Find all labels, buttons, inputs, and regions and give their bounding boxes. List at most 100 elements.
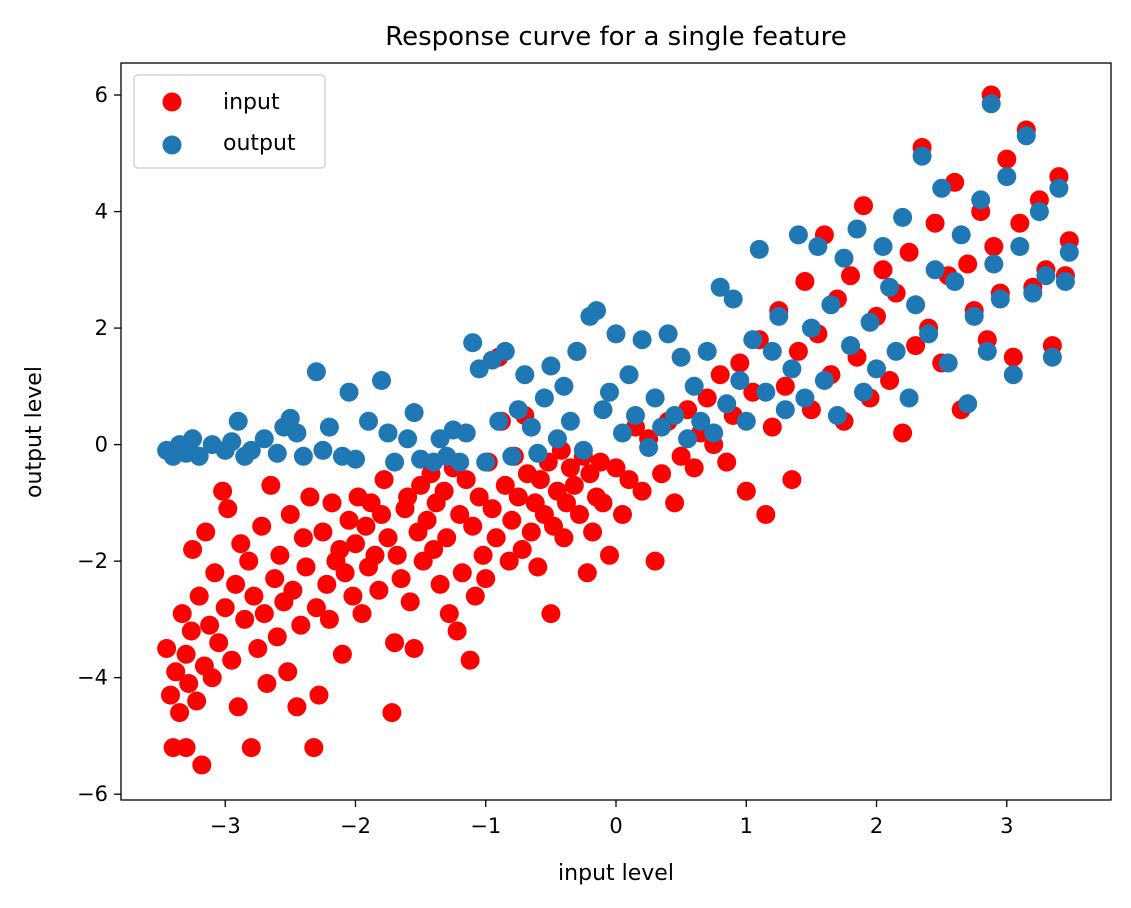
output-point-25 bbox=[372, 371, 391, 390]
input-point-35 bbox=[261, 475, 281, 495]
input-point-92 bbox=[447, 621, 467, 641]
input-point-74 bbox=[387, 545, 407, 565]
output-point-65 bbox=[645, 388, 665, 408]
output-point-128 bbox=[1049, 178, 1069, 198]
input-point-50 bbox=[309, 685, 329, 705]
input-point-11 bbox=[187, 691, 207, 711]
output-point-28 bbox=[398, 429, 418, 449]
x-axis-label: input level bbox=[558, 861, 674, 886]
output-point-39 bbox=[476, 452, 496, 472]
output-point-36 bbox=[456, 423, 476, 443]
output-point-64 bbox=[639, 438, 659, 457]
input-point-96 bbox=[460, 650, 480, 670]
input-point-134 bbox=[583, 522, 603, 542]
output-point-5 bbox=[189, 446, 209, 466]
input-point-115 bbox=[521, 522, 541, 542]
output-point-106 bbox=[912, 146, 932, 166]
input-point-8 bbox=[179, 674, 199, 693]
input-point-24 bbox=[226, 574, 246, 594]
input-point-130 bbox=[570, 505, 589, 524]
input-point-158 bbox=[730, 353, 750, 373]
input-point-38 bbox=[270, 545, 290, 565]
input-point-108 bbox=[499, 551, 519, 571]
input-point-202 bbox=[1010, 213, 1030, 233]
input-point-42 bbox=[283, 580, 303, 600]
input-point-46 bbox=[296, 557, 316, 577]
legend: input output bbox=[133, 74, 326, 169]
legend-marker-output bbox=[162, 135, 182, 155]
output-point-37 bbox=[463, 333, 483, 353]
y-tick-label: 4 bbox=[95, 200, 108, 224]
output-point-109 bbox=[932, 178, 952, 198]
output-point-105 bbox=[906, 295, 926, 315]
output-point-42 bbox=[495, 341, 515, 361]
output-point-110 bbox=[938, 353, 958, 373]
input-point-168 bbox=[795, 272, 815, 291]
x-tick-label: 3 bbox=[1000, 814, 1013, 838]
input-point-89 bbox=[437, 528, 457, 548]
input-point-93 bbox=[450, 505, 470, 524]
input-point-98 bbox=[465, 586, 485, 606]
input-point-41 bbox=[280, 505, 300, 524]
output-point-74 bbox=[704, 423, 724, 443]
output-point-54 bbox=[573, 440, 593, 460]
output-point-113 bbox=[958, 394, 978, 414]
output-point-51 bbox=[554, 376, 574, 396]
input-point-148 bbox=[665, 493, 685, 513]
input-point-43 bbox=[287, 697, 307, 717]
output-point-117 bbox=[981, 94, 1001, 114]
output-point-41 bbox=[489, 411, 509, 431]
output-point-56 bbox=[587, 301, 606, 321]
input-point-109 bbox=[502, 510, 522, 530]
input-point-145 bbox=[645, 551, 665, 571]
input-point-79 bbox=[404, 639, 424, 658]
output-point-79 bbox=[736, 411, 756, 431]
output-point-29 bbox=[404, 403, 424, 423]
input-point-146 bbox=[652, 464, 672, 484]
output-point-23 bbox=[346, 449, 365, 469]
input-point-151 bbox=[684, 458, 704, 478]
output-point-76 bbox=[717, 394, 737, 414]
input-point-117 bbox=[528, 557, 548, 577]
output-point-49 bbox=[541, 356, 561, 376]
input-point-75 bbox=[391, 569, 411, 589]
input-point-18 bbox=[205, 563, 225, 583]
output-point-114 bbox=[964, 306, 984, 326]
input-point-68 bbox=[369, 580, 389, 600]
output-point-123 bbox=[1016, 126, 1036, 146]
input-point-34 bbox=[257, 674, 277, 693]
series-input bbox=[157, 85, 1079, 775]
output-point-82 bbox=[756, 382, 776, 402]
input-point-138 bbox=[600, 545, 619, 565]
input-point-177 bbox=[854, 196, 873, 216]
output-point-100 bbox=[873, 237, 893, 256]
points-layer bbox=[157, 85, 1079, 775]
input-point-37 bbox=[267, 627, 287, 647]
output-point-81 bbox=[749, 239, 769, 259]
output-point-125 bbox=[1029, 202, 1049, 222]
y-tick-label: 2 bbox=[95, 316, 108, 340]
output-point-103 bbox=[893, 207, 913, 227]
output-point-99 bbox=[867, 359, 886, 379]
input-point-2 bbox=[163, 738, 183, 758]
input-point-118 bbox=[530, 470, 550, 490]
input-point-163 bbox=[762, 417, 782, 437]
input-point-184 bbox=[899, 242, 919, 262]
input-point-19 bbox=[209, 633, 229, 653]
output-point-27 bbox=[385, 452, 405, 472]
chart-title: Response curve for a single feature bbox=[385, 22, 847, 52]
output-point-58 bbox=[600, 382, 619, 402]
input-point-48 bbox=[304, 738, 324, 758]
input-point-22 bbox=[218, 499, 238, 519]
input-point-31 bbox=[248, 639, 268, 658]
input-point-162 bbox=[756, 505, 776, 524]
output-point-101 bbox=[880, 277, 900, 297]
input-point-29 bbox=[241, 738, 261, 758]
input-point-156 bbox=[717, 452, 737, 472]
input-point-56 bbox=[330, 540, 350, 559]
output-point-43 bbox=[502, 446, 522, 466]
y-tick-label: −4 bbox=[77, 666, 108, 690]
input-point-201 bbox=[1003, 347, 1023, 367]
output-point-18 bbox=[306, 362, 326, 382]
input-point-7 bbox=[176, 738, 196, 758]
